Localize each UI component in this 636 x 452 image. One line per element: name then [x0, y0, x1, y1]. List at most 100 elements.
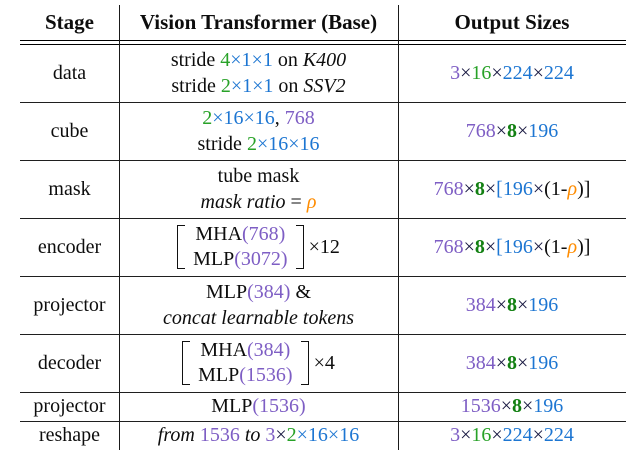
text-segment: 4 — [220, 48, 231, 71]
header-vit-base-label: Vision Transformer (Base) — [139, 10, 378, 34]
table-row-projector: projector MLP(384) & concat learnable toke… — [20, 277, 626, 335]
text-segment: MLP — [198, 364, 240, 386]
transformer-block-matrix: MHA(384) MLP(1536) ×4 — [182, 338, 335, 388]
vit-cell: MHA(768) MLP(3072) ×12 — [119, 219, 398, 276]
stage-label: cube — [50, 119, 89, 142]
text-segment: × — [517, 351, 529, 374]
text-segment: tube mask — [217, 164, 300, 187]
text-segment: 224 — [543, 61, 574, 84]
stage-cell: data — [20, 45, 119, 102]
vit-line: mask ratio = ρ — [201, 189, 317, 215]
text-segment: × — [517, 119, 529, 142]
text-segment: MLP — [193, 248, 235, 270]
column-rule-1 — [119, 5, 121, 450]
text-segment: 224 — [502, 424, 533, 447]
vit-line: MLP(1536) — [211, 393, 305, 419]
text-segment: × — [495, 293, 507, 316]
text-segment: × — [522, 395, 534, 418]
vit-line: stride 4×1×1 on K400 — [171, 47, 346, 73]
text-segment: 2 — [286, 424, 297, 447]
vit-cell: tube mask mask ratio = ρ — [119, 161, 398, 218]
text-segment: (3072) — [234, 248, 288, 270]
text-segment: 768 — [433, 177, 464, 200]
text-segment: stride — [197, 133, 247, 155]
text-segment: 8 — [507, 119, 517, 142]
text-segment: 3 — [265, 424, 276, 447]
stage-cell: projector — [20, 277, 119, 334]
header-stage-label: Stage — [45, 10, 94, 34]
text-segment: × — [275, 424, 287, 447]
table-body: data stride 4×1×1 on K400 stride 2×1×1 on … — [20, 45, 626, 450]
text-segment: × — [532, 61, 544, 84]
text-segment: on — [272, 48, 303, 71]
text-segment: 196 — [528, 293, 559, 316]
matrix-left-bracket — [177, 225, 186, 269]
text-segment: = — [285, 191, 307, 213]
stage-label: encoder — [37, 235, 102, 258]
text-segment: [196 — [496, 177, 533, 200]
matrix-left-bracket — [182, 341, 191, 385]
text-segment: (1- — [544, 177, 568, 200]
matrix-lines: MHA(384) MLP(1536) — [190, 338, 300, 388]
table-row-data: data stride 4×1×1 on K400 stride 2×1×1 on … — [20, 45, 626, 103]
output-size-value: 1536×8×196 — [461, 393, 564, 419]
table-row-decoder: decoder MHA(384) MLP(1536) ×4 384×8×196 — [20, 335, 626, 393]
stage-cell: encoder — [20, 219, 119, 276]
text-segment: 16 — [471, 424, 492, 447]
text-segment: 8 — [474, 177, 485, 200]
vit-line: from 1536 to 3×2×16×16 — [158, 422, 359, 448]
text-segment: 196 — [533, 395, 564, 418]
text-segment: on — [273, 75, 304, 97]
output-size-cell: 384×8×196 — [398, 335, 626, 392]
text-segment: (1- — [544, 235, 568, 258]
text-segment: 196 — [528, 119, 559, 142]
header-vit-base: Vision Transformer (Base) — [119, 5, 398, 40]
text-segment: , — [274, 106, 285, 129]
text-segment: (1536) — [252, 395, 306, 418]
text-segment: 224 — [543, 424, 574, 447]
matrix-line: MLP(3072) — [193, 247, 287, 272]
stage-label: mask — [48, 177, 91, 200]
text-segment: concat learnable tokens — [162, 307, 355, 329]
vit-line: 2×16×16, 768 — [202, 105, 315, 131]
text-segment: 196 — [528, 351, 559, 374]
architecture-table: Stage Vision Transformer (Base) Output S… — [20, 5, 626, 450]
stage-label: projector — [33, 395, 106, 417]
output-size-value: 768×8×[196×(1-ρ)] — [434, 176, 591, 202]
text-segment: 8 — [507, 351, 517, 374]
text-segment: 384 — [465, 351, 496, 374]
output-size-value: 3×16×224×224 — [450, 60, 574, 86]
text-segment: )] — [577, 235, 591, 258]
text-segment: ρ — [567, 235, 578, 258]
text-segment: × — [491, 424, 503, 447]
vit-line: MLP(384) & — [206, 279, 311, 305]
text-segment: stride — [171, 75, 221, 97]
text-segment: × — [463, 177, 475, 200]
header-stage: Stage — [20, 5, 119, 40]
text-segment: 3 — [450, 424, 461, 447]
vit-cell: 2×16×16, 768 stride 2×16×16 — [119, 103, 398, 160]
text-segment: stride — [170, 48, 221, 71]
text-segment: × — [460, 61, 472, 84]
text-segment: × — [532, 424, 544, 447]
output-size-cell: 384×8×196 — [398, 277, 626, 334]
text-segment: × — [491, 61, 503, 84]
text-segment: SSV2 — [303, 75, 346, 97]
table-row-encoder: encoder MHA(768) MLP(3072) ×12 768×8×[196×(1… — [20, 219, 626, 277]
vit-cell: from 1536 to 3×2×16×16 — [119, 422, 398, 450]
text-segment: MHA — [200, 339, 248, 361]
text-segment: (384) — [247, 339, 291, 361]
output-size-cell: 1536×8×196 — [398, 393, 626, 421]
header-double-rule — [20, 40, 626, 45]
table-row-projector: projector MLP(1536) 1536×8×196 — [20, 393, 626, 422]
vit-cell: MLP(1536) — [119, 393, 398, 421]
text-segment: 8 — [512, 395, 522, 418]
text-segment: 384 — [465, 293, 496, 316]
text-segment: × — [460, 424, 472, 447]
text-segment: × — [484, 235, 497, 258]
text-segment: × — [463, 235, 475, 258]
output-size-value: 3×16×224×224 — [450, 422, 574, 448]
output-size-cell: 768×8×[196×(1-ρ)] — [398, 161, 626, 218]
output-size-value: 384×8×196 — [466, 350, 559, 376]
output-size-value: 384×8×196 — [466, 292, 559, 318]
